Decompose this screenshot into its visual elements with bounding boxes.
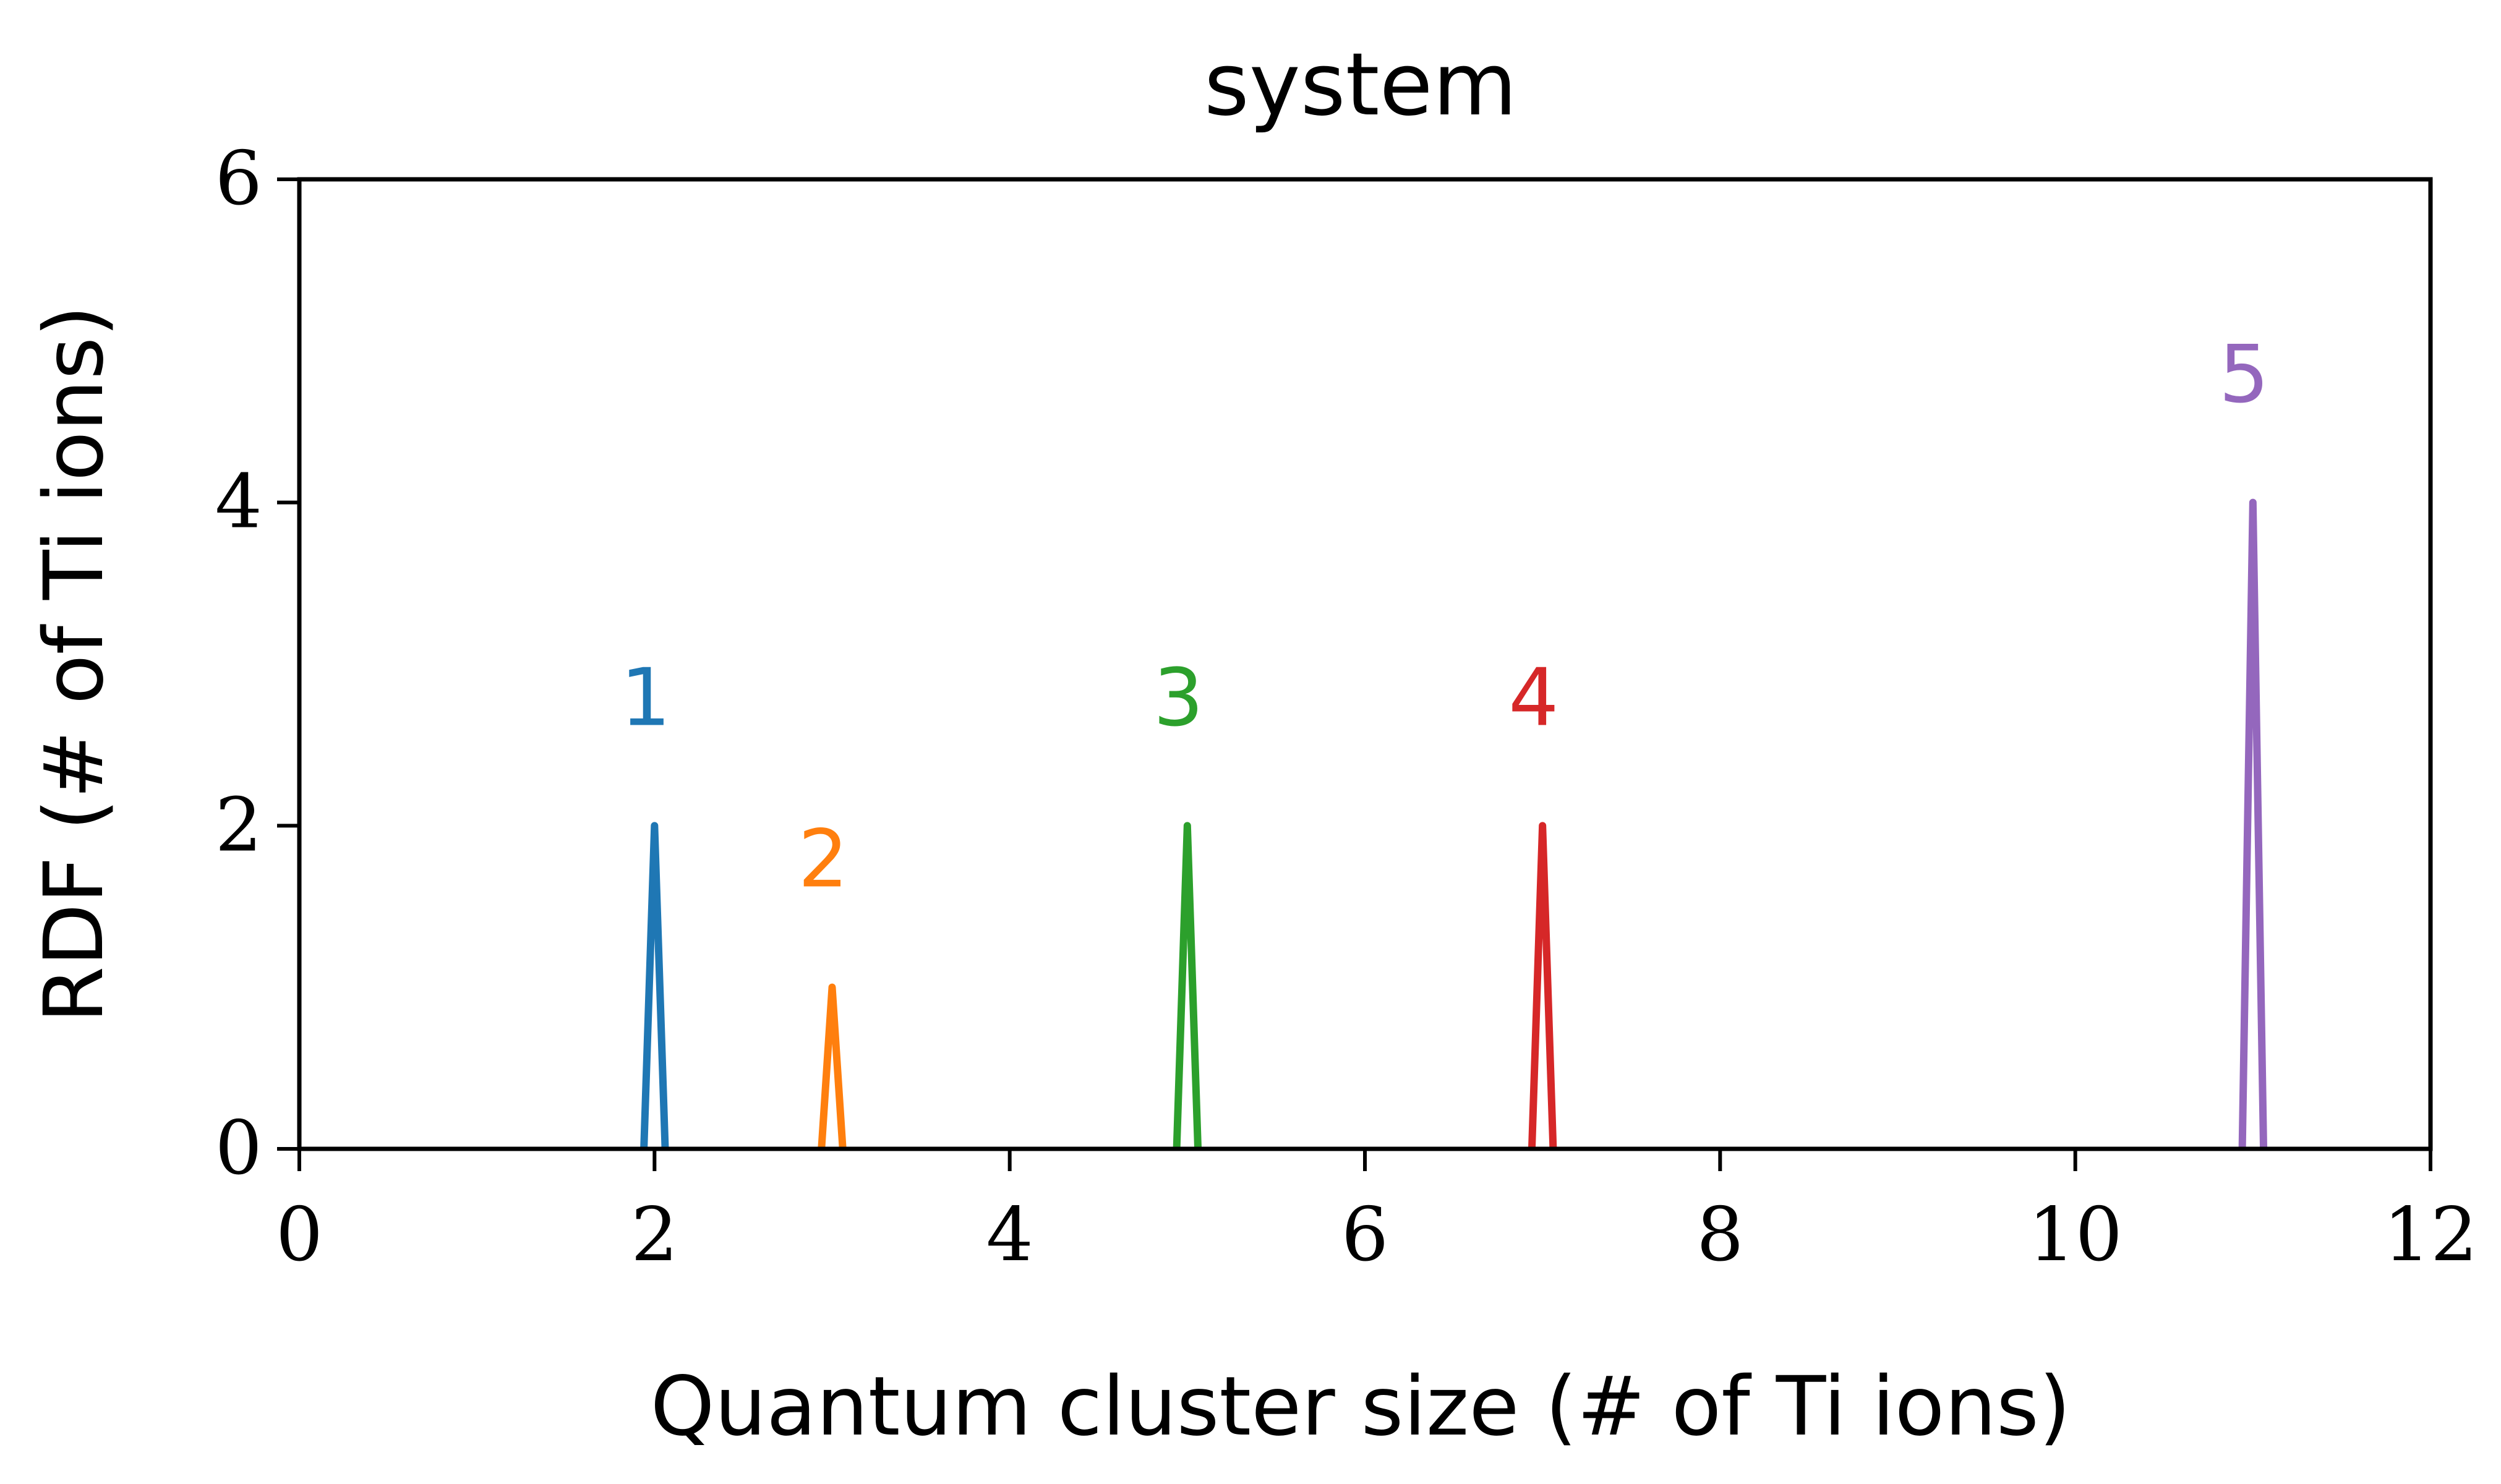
series-line-1 <box>640 822 669 1149</box>
series-label-2: 2 <box>798 814 848 906</box>
y-axis-label: RDF (# of Ti ions) <box>27 305 122 1023</box>
y-tick-label-1: 2 <box>215 782 262 868</box>
x-axis: 0 2 4 6 8 10 12 <box>276 1149 2478 1278</box>
x-axis-label: Quantum cluster size (# of Ti ions) <box>651 1359 2071 1454</box>
x-tick-label-5: 10 <box>2028 1192 2123 1278</box>
y-tick-label-2: 4 <box>215 459 262 545</box>
series-line-3 <box>1173 822 1202 1149</box>
x-tick-label-3: 6 <box>1341 1192 1388 1278</box>
y-tick-label-0: 0 <box>215 1106 262 1192</box>
plot-area <box>297 177 2433 1151</box>
series-line-2 <box>818 983 847 1149</box>
series-line-5 <box>2238 498 2268 1149</box>
series-label-5: 5 <box>2219 329 2269 421</box>
chart-title: system <box>1204 35 1517 135</box>
x-tick-label-1: 2 <box>631 1192 678 1278</box>
x-tick-label-6: 12 <box>2383 1192 2478 1278</box>
series-line-4 <box>1528 822 1557 1149</box>
y-tick-label-3: 6 <box>215 136 262 222</box>
series-label-3: 3 <box>1153 652 1203 744</box>
x-tick-label-4: 8 <box>1696 1192 1743 1278</box>
series-label-4: 4 <box>1508 652 1558 744</box>
x-tick-label-0: 0 <box>276 1192 323 1278</box>
y-axis: 0 2 4 6 <box>215 136 299 1192</box>
series-labels: 1 2 3 4 5 <box>620 329 2269 906</box>
x-tick-label-2: 4 <box>986 1192 1033 1278</box>
axes-frame <box>297 177 2433 1151</box>
series-label-1: 1 <box>620 652 670 744</box>
series-layer <box>640 498 2268 1149</box>
